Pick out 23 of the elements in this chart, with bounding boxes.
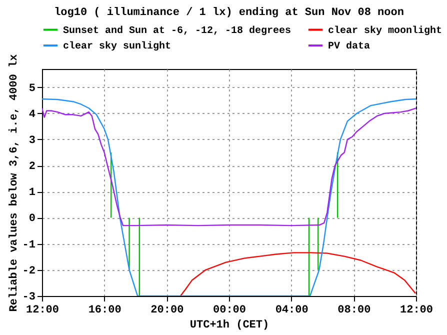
x-tick-label: 20:00 bbox=[150, 304, 184, 316]
legend-label: clear sky moonlight bbox=[328, 24, 442, 37]
y-tick-label: 4 bbox=[28, 108, 36, 121]
x-tick-label: 12:00 bbox=[400, 304, 434, 316]
y-tick-label: 0 bbox=[28, 213, 36, 226]
chart-title: log10 ( illuminance / 1 lx) ending at Sun Nov 08 noon bbox=[54, 7, 404, 19]
x-axis-title: UTC+1h (CET) bbox=[190, 320, 270, 332]
y-tick-label: 5 bbox=[28, 82, 36, 95]
y-tick-label: 1 bbox=[28, 187, 36, 200]
x-tick-label: 04:00 bbox=[275, 304, 308, 316]
x-tick-label: 12:00 bbox=[26, 304, 60, 316]
legend-label: Sunset and Sun at -6, -12, -18 degrees bbox=[63, 24, 292, 37]
legend-label: PV data bbox=[328, 40, 370, 52]
y-tick-label: -1 bbox=[22, 239, 36, 252]
y-axis-title: Reliable values below 3,6, i.e, 4000 lx bbox=[8, 54, 20, 312]
y-tick-label: 3 bbox=[28, 134, 36, 147]
x-tick-label: 00:00 bbox=[212, 304, 246, 316]
x-tick-label: 16:00 bbox=[88, 304, 122, 316]
y-tick-label: -3 bbox=[22, 292, 36, 304]
legend-label: clear sky sunlight bbox=[63, 40, 172, 52]
y-tick-label: 2 bbox=[28, 161, 36, 174]
x-tick-label: 08:00 bbox=[338, 304, 371, 316]
y-tick-label: -2 bbox=[22, 265, 36, 278]
